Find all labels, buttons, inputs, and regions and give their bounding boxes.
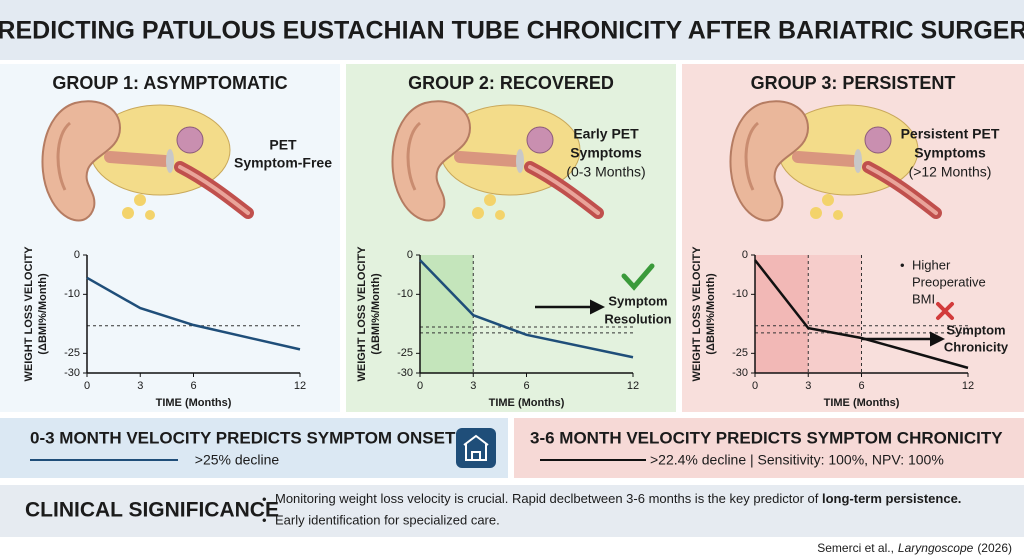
ear-label: PET [269, 137, 297, 153]
shade [755, 255, 809, 373]
y-tick-label: -25 [64, 347, 80, 359]
y-axis-label: WEIGHT LOSS VELOCITY [23, 246, 35, 382]
y-axis-label: (ΔBMI%/Month) [370, 273, 382, 355]
x-axis-label: TIME (Months) [489, 397, 565, 409]
significance-heading: CLINICAL SIGNIFICANCE [25, 499, 279, 522]
chart-note: Symptom [608, 293, 667, 308]
y-tick-label: -30 [64, 367, 80, 379]
banner [514, 418, 1024, 478]
bullet-dot: • [262, 512, 267, 527]
title: PREDICTING PATULOUS EUSTACHIAN TUBE CHRO… [0, 17, 1024, 45]
x-tick-label: 6 [190, 380, 196, 392]
significance-box [0, 485, 1024, 537]
data-line [419, 259, 634, 359]
y-axis-label: WEIGHT LOSS VELOCITY [691, 246, 703, 382]
x-tick-label: 0 [417, 380, 423, 392]
x-tick-label: 12 [962, 380, 974, 392]
banner [0, 418, 508, 478]
y-tick-label: -10 [64, 288, 80, 300]
ear-label: Persistent PET [901, 126, 1000, 142]
data-line [86, 276, 301, 351]
x-tick-label: 3 [137, 380, 143, 392]
citation: Semerci et al., Laryngoscope (2026) [817, 541, 1012, 555]
banner-detail: >25% decline [195, 452, 280, 468]
y-tick-label: 0 [74, 249, 80, 261]
icon [463, 434, 489, 461]
x-tick-label: 3 [470, 380, 476, 392]
y-tick-label: -10 [732, 288, 748, 300]
panel-heading: GROUP 1: ASYMPTOMATIC [52, 73, 287, 93]
bullet-text: BMI [912, 291, 935, 306]
x-tick-label: 12 [627, 380, 639, 392]
banner-headline: 0-3 MONTH VELOCITY PREDICTS SYMPTOM ONSE… [30, 428, 456, 447]
chart-note: Symptom [946, 322, 1005, 337]
icon [456, 428, 496, 468]
y-tick-label: 0 [407, 249, 413, 261]
bullet-emphasis: long-term persistence. [822, 491, 961, 506]
ear-label: Early PET [573, 126, 639, 142]
x-tick-label: 0 [752, 380, 758, 392]
y-tick-label: -25 [397, 347, 413, 359]
bullet-text: Monitoring weight loss velocity is cruci… [275, 491, 961, 506]
ear-label: Symptoms [914, 145, 986, 161]
x-tick-label: 6 [858, 380, 864, 392]
bullet-text: Higher [912, 257, 951, 272]
chart-note: Chronicity [944, 339, 1009, 354]
x-icon [936, 302, 954, 320]
y-tick-label: -30 [732, 367, 748, 379]
x-axis-label: TIME (Months) [824, 397, 900, 409]
x-axis-label: TIME (Months) [156, 397, 232, 409]
citation-authors: Semerci et al., [817, 541, 894, 555]
bullet-text: Preoperative [912, 274, 986, 289]
ear-label: Symptoms [570, 145, 642, 161]
y-axis-label: WEIGHT LOSS VELOCITY [356, 246, 368, 382]
y-axis-label: (ΔBMI%/Month) [705, 273, 717, 355]
x-tick-label: 3 [805, 380, 811, 392]
citation-journal: Laryngoscope [898, 541, 974, 555]
bullet-dot: • [262, 491, 267, 506]
shade [420, 255, 474, 373]
ear-label: Symptom-Free [234, 155, 332, 171]
bullet-text: Early identification for specialized car… [275, 512, 500, 527]
y-tick-label: 0 [742, 249, 748, 261]
chart-note: Resolution [604, 311, 671, 326]
title-bar [0, 0, 1024, 60]
banner-detail: >22.4% decline | Sensitivity: 100%, NPV:… [650, 452, 944, 468]
check-icon [621, 263, 655, 291]
x-tick-label: 12 [294, 380, 306, 392]
ear-label: (0-3 Months) [566, 164, 645, 180]
x-tick-label: 0 [84, 380, 90, 392]
y-axis-label: (ΔBMI%/Month) [37, 273, 49, 355]
y-tick-label: -10 [397, 288, 413, 300]
bullet-dot: • [900, 257, 905, 272]
banner-headline: 3-6 MONTH VELOCITY PREDICTS SYMPTOM CHRO… [530, 428, 1003, 447]
panel-heading: GROUP 3: PERSISTENT [751, 73, 956, 93]
y-tick-label: -25 [732, 347, 748, 359]
data-line [754, 259, 969, 370]
panel-heading: GROUP 2: RECOVERED [408, 73, 614, 93]
shade [808, 255, 862, 373]
y-tick-label: -30 [397, 367, 413, 379]
x-tick-label: 6 [523, 380, 529, 392]
bullet-text: Monitoring weight loss velocity is cruci… [275, 491, 822, 506]
ear-label: (>12 Months) [909, 164, 992, 180]
citation-year: (2026) [977, 541, 1012, 555]
